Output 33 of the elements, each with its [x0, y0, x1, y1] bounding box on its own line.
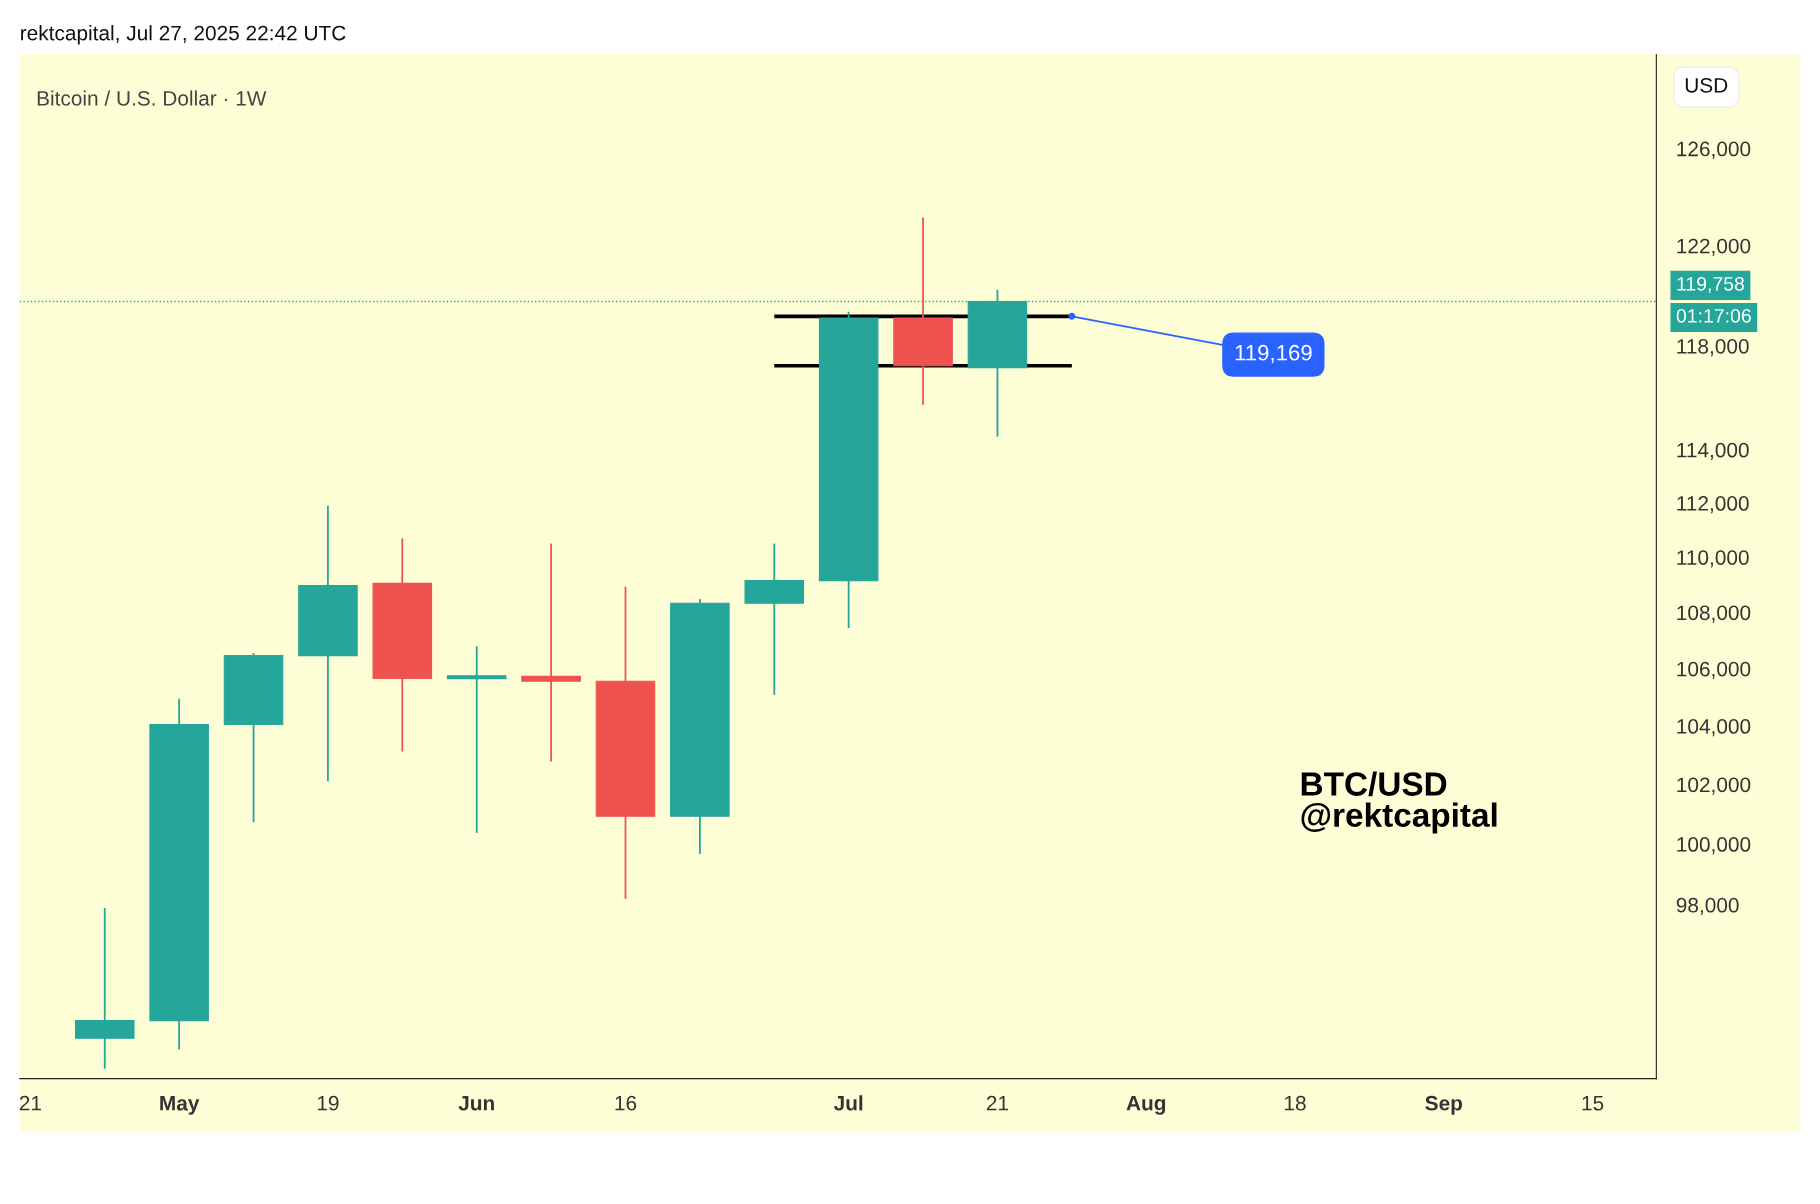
y-tick-label: 122,000 [1677, 238, 1751, 256]
text: Bitcoin / U.S. Dollar · 1W [37, 90, 267, 106]
y-tick-label: 102,000 [1677, 777, 1751, 795]
x-tick-label: 16 [615, 1095, 637, 1111]
x-tick-label: May [160, 1096, 200, 1115]
y-tick-label: 112,000 [1677, 496, 1749, 514]
y-tick-label: 100,000 [1677, 837, 1751, 855]
x-tick-label: Aug [1126, 1095, 1166, 1115]
y-tick-label: 106,000 [1677, 661, 1751, 679]
y-tick-label: 114,000 [1677, 442, 1749, 460]
y-tick-label: 98,000 [1676, 897, 1739, 916]
text: rektcapital, Jul 27, 2025 22:42 UTC [21, 25, 346, 45]
text: 01:17:06 [1676, 308, 1751, 323]
x-tick-label: 21 [986, 1095, 1009, 1111]
y-tick-label: 108,000 [1677, 605, 1751, 623]
x-tick-label: Sep [1425, 1095, 1463, 1115]
ref-line-label: 119,758 [1677, 276, 1744, 293]
x-tick-label: Jul [833, 1095, 863, 1111]
annotation: 119,169 [1235, 344, 1312, 364]
y-tick-label: 118,000 [1677, 338, 1749, 357]
candlestick [74, 906, 135, 1070]
candlestick [446, 645, 507, 834]
x-tick-label: 21 [19, 1095, 41, 1111]
text: USD [1685, 77, 1728, 93]
annotation: BTC/USD @rektcapital [1301, 771, 1497, 834]
x-tick-label: 18 [1285, 1095, 1306, 1111]
y-tick-label: 104,000 [1677, 719, 1751, 737]
y-tick-label: 110,000 [1677, 550, 1749, 568]
candlestick [521, 542, 581, 763]
y-tick-label: 126,000 [1677, 141, 1751, 159]
x-tick-label: Jun [458, 1096, 494, 1111]
x-tick-label: 15 [1582, 1096, 1604, 1111]
x-tick-label: 19 [317, 1095, 339, 1111]
